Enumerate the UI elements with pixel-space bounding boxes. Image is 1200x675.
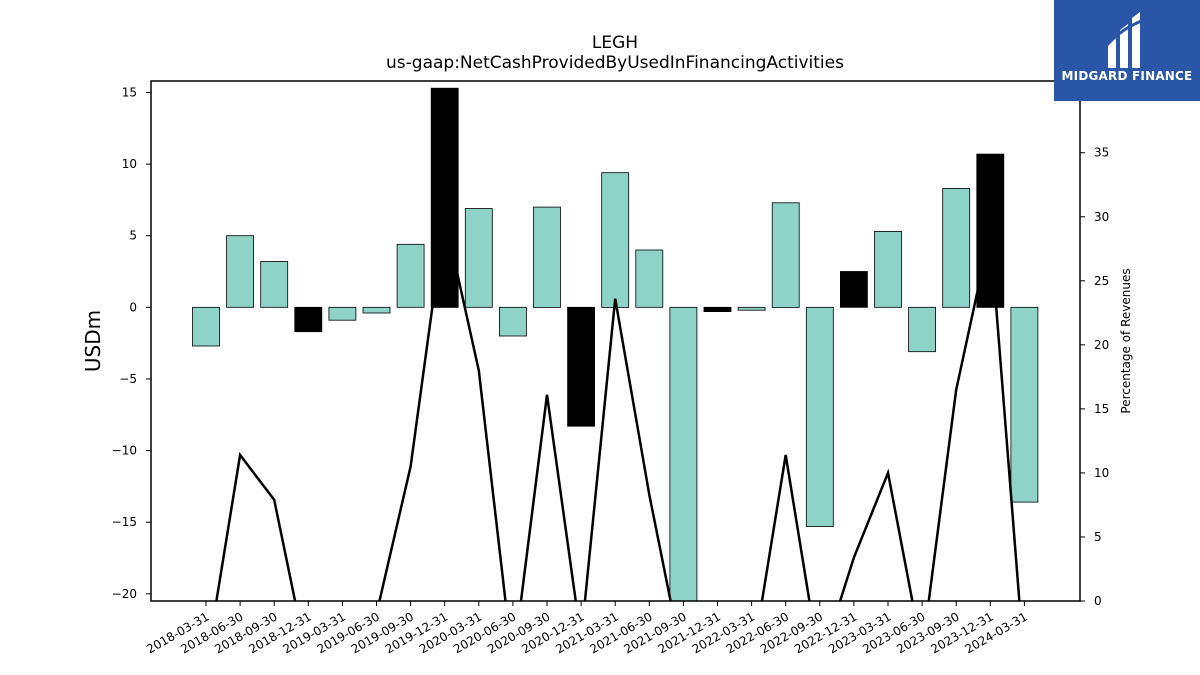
bar [874, 230, 902, 308]
y2-tick-label: 20 [1094, 338, 1109, 352]
bar [396, 243, 425, 308]
plot-frame [150, 80, 1081, 602]
y-tick-label: −5 [119, 372, 137, 386]
y2-tick-label: 15 [1094, 402, 1109, 416]
bar [976, 153, 1005, 308]
percentage-line [215, 216, 1021, 601]
logo-text: MIDGARD FINANCE [1061, 69, 1193, 83]
brand-logo: MIDGARD FINANCE [1054, 0, 1200, 101]
bar [1010, 306, 1039, 503]
y2-tick-label: 5 [1094, 530, 1102, 544]
y-tick-label: 10 [122, 157, 137, 171]
y-tick-label: −20 [112, 587, 137, 601]
bar [771, 202, 800, 308]
bar [533, 206, 561, 308]
y2-tick-label: 30 [1094, 210, 1109, 224]
bar [840, 271, 868, 308]
bar [942, 187, 971, 308]
bar [430, 87, 459, 308]
midgard-logo-icon [1104, 12, 1145, 68]
bar [362, 306, 391, 314]
y-tick-label: −10 [112, 444, 137, 458]
bar [601, 172, 630, 308]
bar [226, 235, 255, 308]
y-tick-label: 15 [122, 85, 137, 99]
bar [737, 306, 766, 311]
bar [260, 261, 289, 308]
bar [703, 306, 732, 312]
bar [328, 306, 357, 321]
y2-tick-label: 35 [1094, 146, 1109, 160]
chart-title: LEGH [592, 33, 638, 53]
bar [464, 208, 493, 308]
y-tick-label: 0 [129, 300, 137, 314]
y-axis-label: USDm [81, 310, 105, 372]
bar [498, 306, 527, 337]
bar [669, 306, 698, 601]
bar [294, 306, 323, 333]
y-tick-label: 5 [129, 229, 137, 243]
bar [192, 306, 220, 347]
y2-tick-label: 10 [1094, 466, 1109, 480]
y-tick-label: −15 [112, 515, 137, 529]
y2-axis-label: Percentage of Revenues [1119, 268, 1133, 413]
bar [805, 306, 834, 527]
y2-tick-label: 0 [1094, 594, 1102, 608]
chart-subtitle: us-gaap:NetCashProvidedByUsedInFinancing… [386, 53, 844, 73]
bar [908, 306, 936, 353]
bar [635, 249, 664, 308]
bar [567, 306, 595, 427]
y2-tick-label: 25 [1094, 274, 1109, 288]
